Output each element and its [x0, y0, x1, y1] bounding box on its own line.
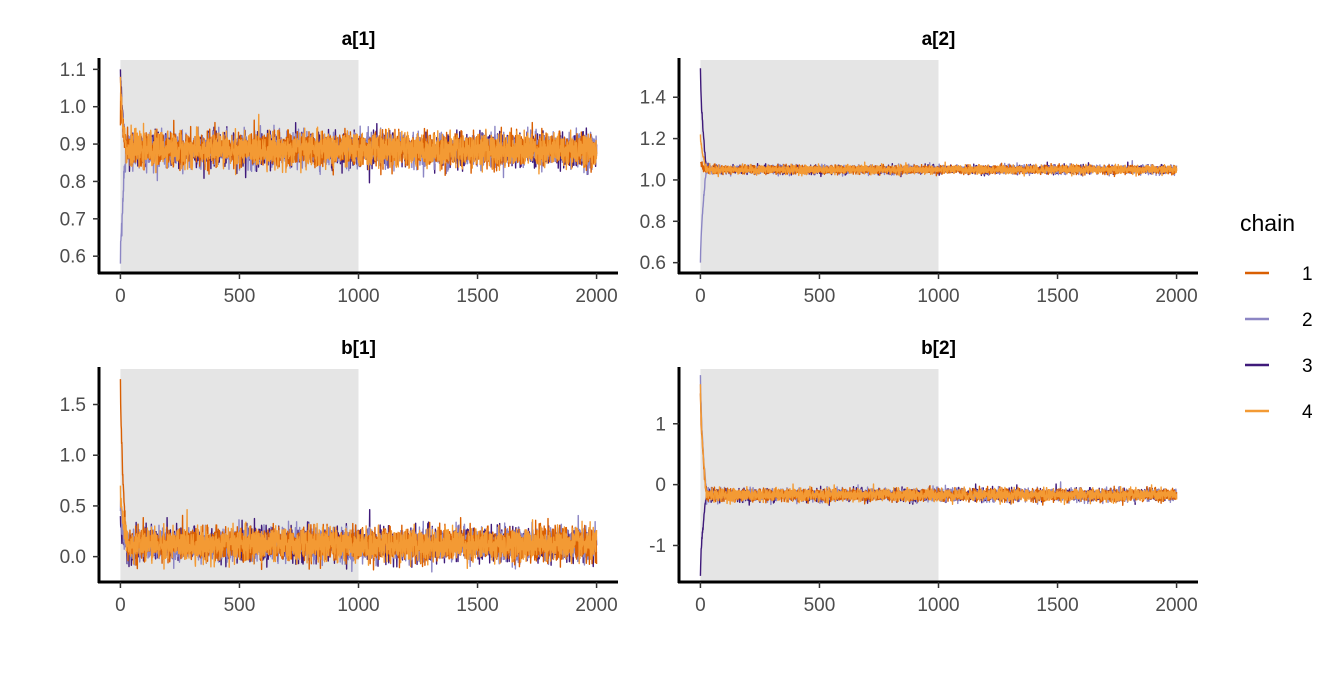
y-tick-label: 0.6 — [640, 253, 666, 274]
y-tick-label: 0.0 — [60, 547, 86, 568]
panel-title: a[2] — [922, 29, 956, 50]
y-tick-label: 0 — [655, 475, 666, 496]
legend-label: 4 — [1302, 402, 1313, 423]
legend-label: 2 — [1302, 310, 1313, 331]
x-tick-label: 2000 — [575, 595, 617, 616]
x-tick-label: 1500 — [1036, 595, 1078, 616]
y-tick-label: 1.0 — [640, 170, 666, 191]
legend-label: 1 — [1302, 264, 1313, 285]
x-tick-label: 1000 — [917, 595, 959, 616]
x-tick-label: 2000 — [1155, 286, 1197, 307]
x-tick-label: 1500 — [456, 286, 498, 307]
y-tick-label: 0.9 — [60, 135, 86, 156]
legend-label: 3 — [1302, 356, 1313, 377]
warmup-shading — [700, 369, 939, 582]
x-tick-label: 500 — [804, 595, 836, 616]
x-tick-label: 2000 — [1155, 595, 1197, 616]
x-tick-label: 1500 — [1036, 286, 1078, 307]
x-tick-label: 1000 — [337, 595, 379, 616]
y-tick-label: -1 — [649, 536, 666, 557]
series-line-chain-4 — [119, 76, 598, 176]
y-tick-label: 0.6 — [60, 247, 86, 268]
x-tick-label: 500 — [804, 286, 836, 307]
y-tick-label: 1.4 — [640, 88, 667, 109]
panel-title: b[1] — [341, 338, 376, 359]
series-line-chain-4 — [699, 134, 1178, 178]
y-tick-label: 0.5 — [60, 496, 86, 517]
y-tick-label: 0.7 — [60, 209, 86, 230]
x-tick-label: 0 — [695, 595, 706, 616]
legend-title: chain — [1240, 210, 1295, 236]
y-tick-label: 0.8 — [60, 172, 86, 193]
y-tick-label: 1.2 — [640, 129, 666, 150]
x-tick-label: 0 — [115, 595, 126, 616]
y-tick-label: 1.0 — [60, 97, 86, 118]
x-tick-label: 500 — [224, 286, 256, 307]
panel-title: b[2] — [921, 338, 956, 359]
series-line-chain-4 — [699, 384, 1178, 506]
y-tick-label: 1 — [655, 414, 666, 435]
y-tick-label: 1.1 — [60, 60, 86, 81]
x-tick-label: 0 — [695, 286, 706, 307]
y-tick-label: 1.0 — [60, 446, 86, 467]
panel-title: a[1] — [342, 29, 376, 50]
x-tick-label: 1000 — [917, 286, 959, 307]
x-tick-label: 2000 — [575, 286, 617, 307]
x-tick-label: 1000 — [337, 286, 379, 307]
x-tick-label: 0 — [115, 286, 126, 307]
y-tick-label: 1.5 — [60, 395, 86, 416]
x-tick-label: 1500 — [456, 595, 498, 616]
y-tick-label: 0.8 — [640, 212, 666, 233]
x-tick-label: 500 — [224, 595, 256, 616]
series-line-chain-4 — [119, 485, 598, 570]
